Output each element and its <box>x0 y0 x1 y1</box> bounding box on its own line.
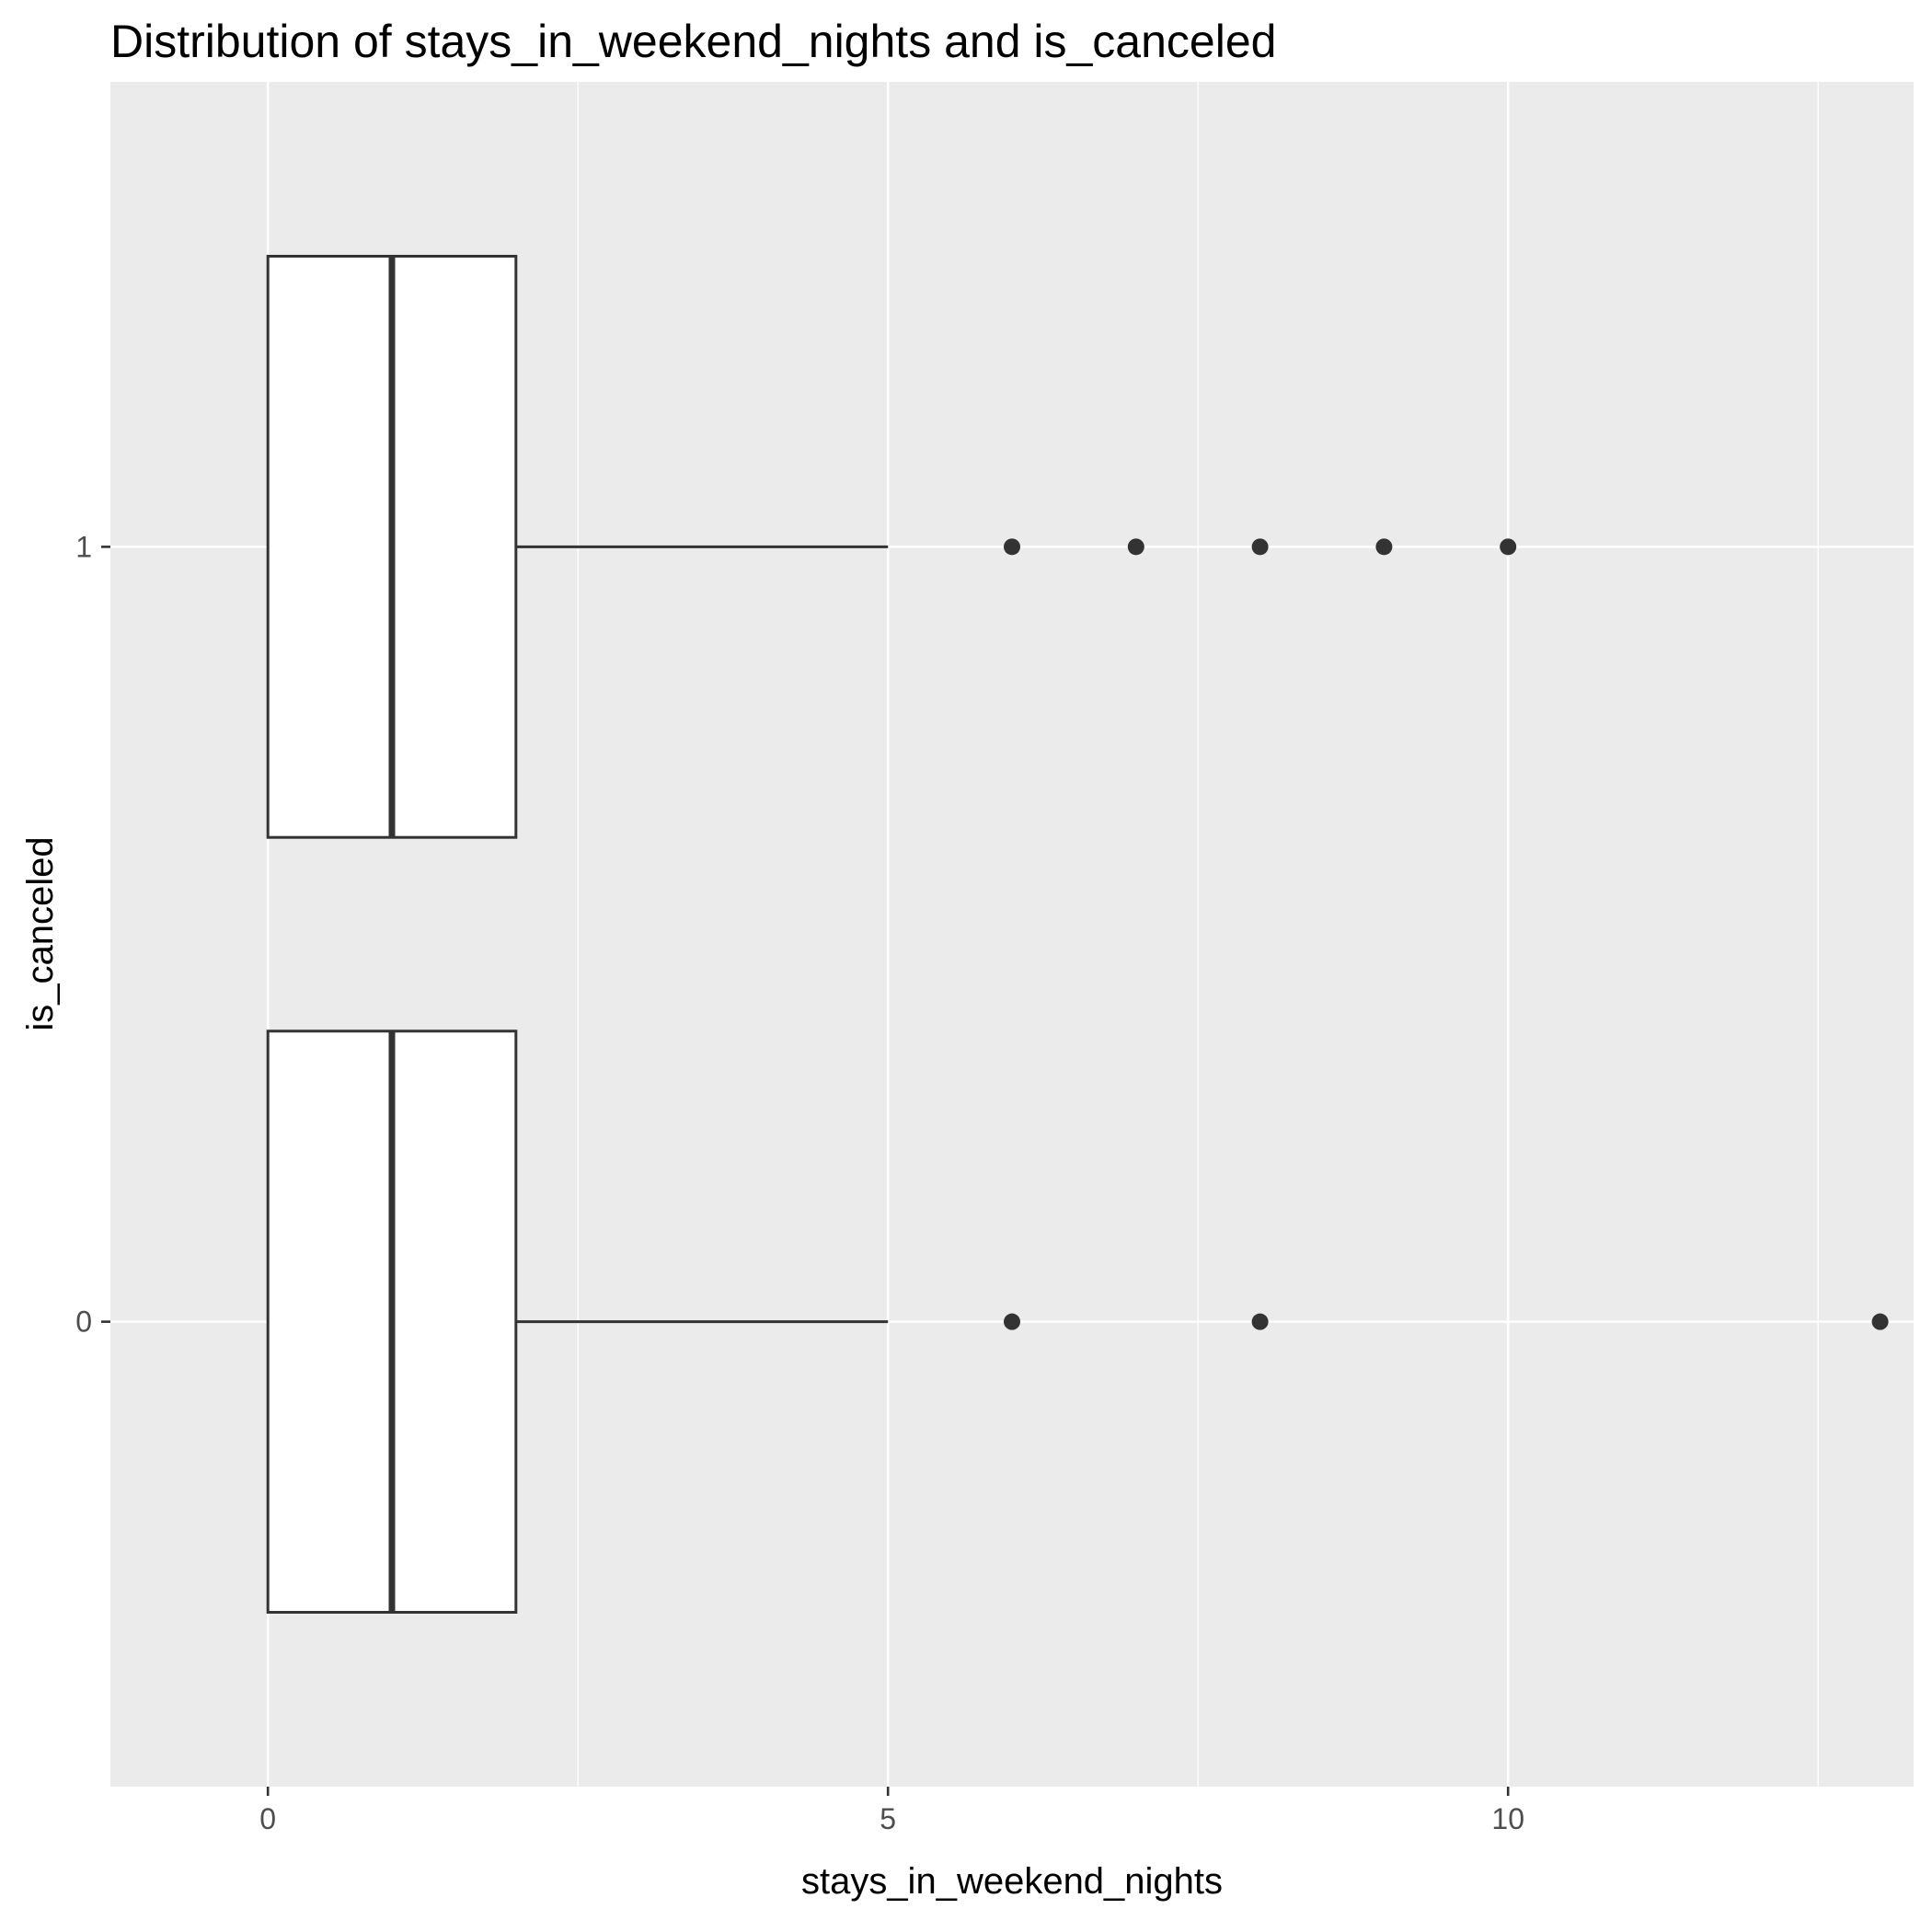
x-tick-label: 5 <box>880 1802 896 1835</box>
outlier-point <box>1004 1313 1020 1330</box>
boxes-layer <box>266 255 1889 1614</box>
x-tick-label: 10 <box>1491 1802 1524 1835</box>
x-axis-title: stays_in_weekend_nights <box>801 1861 1223 1902</box>
outlier-point <box>1871 1313 1889 1330</box>
outlier-point <box>1251 538 1269 556</box>
outlier-point <box>1375 538 1393 556</box>
x-axis: 0 5 10 <box>259 1787 1524 1835</box>
y-axis-title: is_canceled <box>20 836 61 1030</box>
y-axis: 01 <box>75 530 110 1339</box>
outlier-point <box>1500 538 1517 556</box>
y-tick-label: 1 <box>75 530 92 563</box>
x-tick-label: 0 <box>259 1802 276 1835</box>
y-tick-label: 0 <box>75 1305 92 1339</box>
box-group <box>266 255 1517 839</box>
outlier-point <box>1251 1313 1269 1330</box>
minor-gridlines <box>577 82 1819 1787</box>
chart-title: Distribution of stays_in_weekend_nights … <box>110 16 1276 67</box>
outlier-point <box>1127 538 1144 556</box>
box-group <box>266 1029 1889 1614</box>
outlier-point <box>1004 538 1020 556</box>
